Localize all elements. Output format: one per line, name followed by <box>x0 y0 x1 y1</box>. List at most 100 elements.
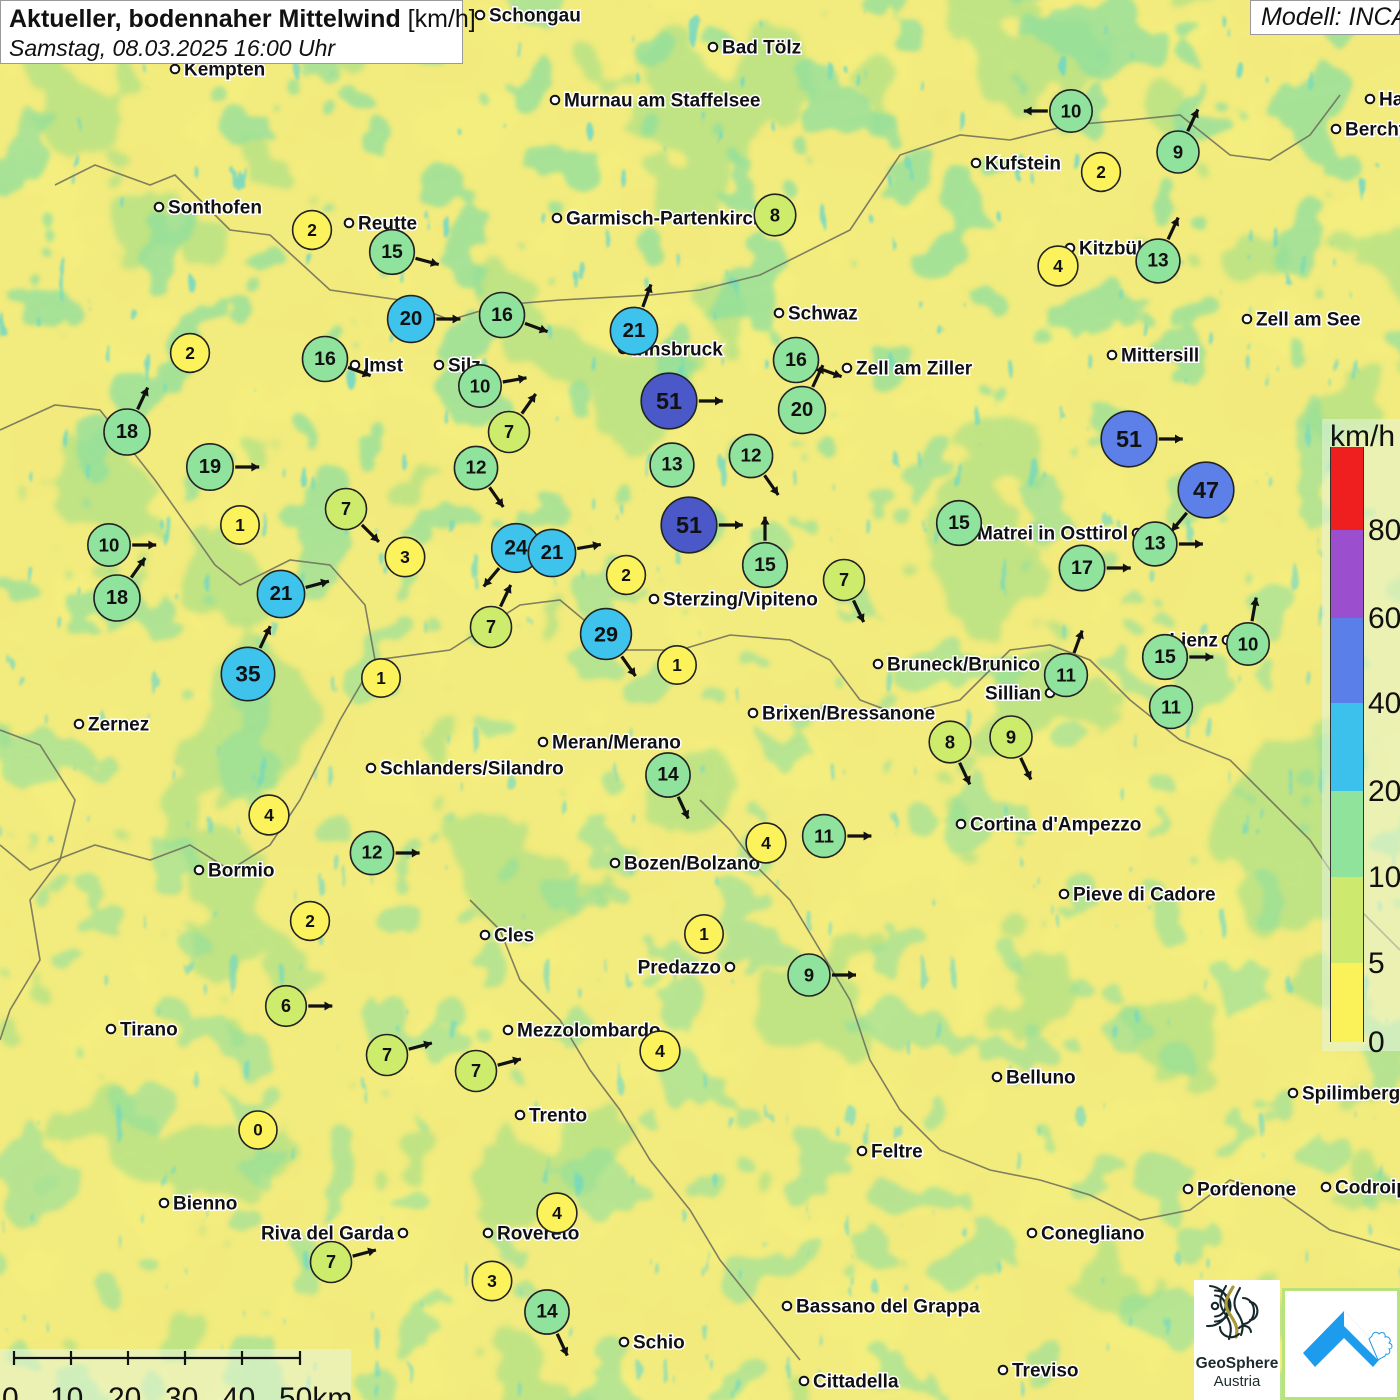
svg-text:29: 29 <box>594 622 618 647</box>
svg-text:2: 2 <box>305 911 315 931</box>
svg-text:Schwaz: Schwaz <box>788 304 858 325</box>
svg-text:1: 1 <box>235 515 245 535</box>
svg-text:10: 10 <box>470 376 491 397</box>
svg-text:10: 10 <box>99 535 120 556</box>
svg-text:Bad Tölz: Bad Tölz <box>722 38 801 59</box>
svg-text:7: 7 <box>839 570 849 590</box>
svg-text:15: 15 <box>1154 646 1176 668</box>
svg-text:17: 17 <box>1071 557 1093 579</box>
svg-text:2: 2 <box>307 220 317 240</box>
svg-text:Conegliano: Conegliano <box>1041 1224 1144 1245</box>
svg-text:Meran/Merano: Meran/Merano <box>552 733 681 754</box>
svg-text:2: 2 <box>185 343 195 363</box>
svg-text:15: 15 <box>754 554 776 576</box>
svg-text:19: 19 <box>199 456 221 478</box>
svg-text:0: 0 <box>253 1121 262 1140</box>
svg-text:Feltre: Feltre <box>871 1142 923 1163</box>
svg-text:Cittadella: Cittadella <box>813 1372 899 1393</box>
svg-text:16: 16 <box>785 349 807 371</box>
svg-text:7: 7 <box>504 422 514 442</box>
svg-text:16: 16 <box>491 304 513 326</box>
svg-text:6: 6 <box>281 996 291 1016</box>
svg-text:1: 1 <box>376 668 386 688</box>
svg-text:35: 35 <box>235 662 260 687</box>
svg-text:11: 11 <box>1161 697 1181 718</box>
svg-text:Garmisch-Partenkirchen: Garmisch-Partenkirchen <box>566 209 787 230</box>
svg-text:51: 51 <box>656 388 682 414</box>
svg-text:9: 9 <box>1006 727 1016 748</box>
svg-text:12: 12 <box>465 458 486 479</box>
svg-text:Cles: Cles <box>494 926 534 947</box>
svg-text:11: 11 <box>1056 665 1076 686</box>
svg-text:Sterzing/Vipiteno: Sterzing/Vipiteno <box>663 590 818 611</box>
svg-text:1: 1 <box>672 655 682 675</box>
svg-text:21: 21 <box>541 542 564 564</box>
svg-text:Hallein: Hallein <box>1379 90 1400 111</box>
svg-text:Treviso: Treviso <box>1012 1361 1079 1382</box>
svg-text:20: 20 <box>400 308 422 330</box>
svg-text:18: 18 <box>106 587 128 609</box>
svg-text:4: 4 <box>1053 256 1063 276</box>
svg-text:Codroipo: Codroipo <box>1335 1178 1400 1199</box>
svg-text:Trento: Trento <box>529 1106 587 1127</box>
svg-text:51: 51 <box>1116 426 1142 452</box>
svg-text:Belluno: Belluno <box>1006 1068 1076 1089</box>
svg-text:10: 10 <box>1061 101 1082 122</box>
svg-text:4: 4 <box>761 833 771 853</box>
svg-text:9: 9 <box>1173 142 1183 163</box>
svg-text:Zell am Ziller: Zell am Ziller <box>856 359 973 380</box>
svg-text:Mittersill: Mittersill <box>1121 346 1199 367</box>
svg-text:11: 11 <box>814 826 834 847</box>
svg-text:Schlanders/Silandro: Schlanders/Silandro <box>380 759 564 780</box>
svg-text:Zernez: Zernez <box>88 715 149 736</box>
svg-text:2: 2 <box>621 565 631 585</box>
svg-text:Pordenone: Pordenone <box>1197 1180 1296 1201</box>
svg-text:Imst: Imst <box>364 356 404 377</box>
svg-text:7: 7 <box>341 499 351 519</box>
svg-text:1: 1 <box>699 924 709 944</box>
svg-text:7: 7 <box>382 1045 392 1065</box>
svg-text:Bormio: Bormio <box>208 861 275 882</box>
svg-text:Predazzo: Predazzo <box>638 958 721 979</box>
svg-text:9: 9 <box>804 965 814 986</box>
svg-text:3: 3 <box>400 547 410 567</box>
svg-text:Mezzolombardo: Mezzolombardo <box>517 1021 661 1042</box>
svg-text:Bienno: Bienno <box>173 1194 237 1215</box>
svg-text:14: 14 <box>536 1302 558 1323</box>
svg-text:47: 47 <box>1193 477 1219 503</box>
svg-text:Sonthofen: Sonthofen <box>168 198 262 219</box>
svg-text:51: 51 <box>676 512 702 538</box>
svg-text:12: 12 <box>740 446 761 467</box>
svg-text:Bassano del Grappa: Bassano del Grappa <box>796 1297 980 1318</box>
svg-text:8: 8 <box>770 205 780 226</box>
svg-text:Berchtesgaden: Berchtesgaden <box>1345 120 1400 141</box>
svg-text:15: 15 <box>948 512 970 534</box>
svg-text:8: 8 <box>945 732 955 753</box>
svg-text:2: 2 <box>1096 162 1106 182</box>
svg-text:Tirano: Tirano <box>120 1020 178 1041</box>
svg-text:Cortina d'Ampezzo: Cortina d'Ampezzo <box>970 815 1141 836</box>
svg-text:7: 7 <box>326 1252 336 1272</box>
svg-text:7: 7 <box>486 617 496 637</box>
svg-text:13: 13 <box>1147 251 1168 272</box>
svg-text:20: 20 <box>791 399 813 421</box>
svg-text:Schongau: Schongau <box>489 6 581 27</box>
svg-text:Matrei in Osttirol: Matrei in Osttirol <box>977 524 1128 545</box>
svg-text:7: 7 <box>471 1061 481 1081</box>
svg-text:Kufstein: Kufstein <box>985 154 1061 175</box>
svg-text:Schio: Schio <box>633 1333 685 1354</box>
svg-text:21: 21 <box>623 320 646 342</box>
svg-text:18: 18 <box>116 421 138 443</box>
svg-text:12: 12 <box>361 843 382 864</box>
svg-text:13: 13 <box>1144 534 1165 555</box>
svg-text:Murnau am Staffelsee: Murnau am Staffelsee <box>564 91 760 112</box>
svg-text:Bruneck/Brunico: Bruneck/Brunico <box>887 655 1040 676</box>
svg-text:15: 15 <box>381 241 403 263</box>
svg-text:13: 13 <box>661 455 682 476</box>
svg-text:16: 16 <box>314 348 336 370</box>
svg-text:Spilimbergo: Spilimbergo <box>1302 1084 1400 1105</box>
svg-text:3: 3 <box>487 1271 497 1291</box>
svg-text:21: 21 <box>270 583 293 605</box>
svg-text:10: 10 <box>1238 634 1259 655</box>
svg-text:Sillian: Sillian <box>985 684 1041 705</box>
